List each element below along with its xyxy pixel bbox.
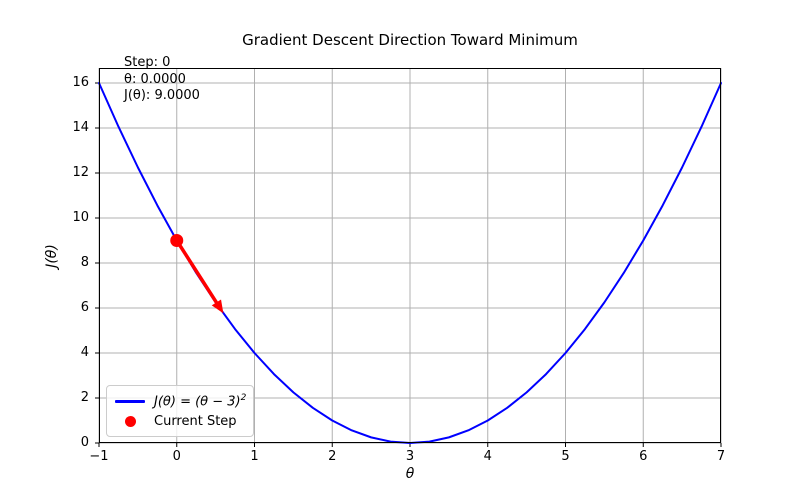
y-tick-label: 16 [72, 75, 89, 90]
y-tick-label: 4 [80, 345, 89, 360]
x-tick-label: 7 [716, 449, 726, 464]
y-tick-label: 6 [80, 300, 89, 315]
legend-label-curve: J(θ) = (θ − 3)2 [154, 393, 246, 409]
x-tick-label: 0 [172, 449, 181, 464]
x-tick-label: 1 [250, 449, 259, 464]
legend-line-swatch [115, 399, 145, 403]
x-tick-label: 5 [561, 449, 570, 464]
legend-dot-swatch [115, 416, 145, 428]
y-tick-label: 12 [72, 165, 89, 180]
step-annotation: Step: 0 θ: 0.0000 J(θ): 9.0000 [124, 55, 200, 105]
current-step-dot-icon [124, 416, 136, 428]
legend-entry-current-step: Current Step [115, 412, 245, 433]
annotation-cost-line: J(θ): 9.0000 [124, 88, 200, 103]
y-tick-label: 14 [72, 120, 89, 135]
y-tick-label: 0 [80, 435, 89, 450]
y-tick-label: 8 [80, 255, 89, 270]
legend: J(θ) = (θ − 3)2 Current Step [106, 385, 254, 437]
gradient-arrow-head [211, 299, 224, 314]
y-tick-label: 2 [80, 390, 89, 405]
x-tick-label: 6 [639, 449, 648, 464]
chart-title: Gradient Descent Direction Toward Minimu… [242, 31, 578, 49]
x-tick-label: 3 [405, 449, 415, 464]
plot-border [99, 68, 721, 443]
legend-label-curve-exponent: 2 [240, 393, 247, 404]
annotation-theta-line: θ: 0.0000 [124, 71, 186, 87]
x-tick-label: 4 [483, 449, 492, 464]
x-tick-label: −1 [89, 449, 109, 464]
curve-line-icon [115, 399, 145, 403]
legend-entry-curve: J(θ) = (θ − 3)2 [115, 391, 246, 412]
gradient-arrow-shaft [175, 239, 220, 307]
x-axis-label: θ [405, 466, 415, 482]
current-step-marker [170, 234, 184, 248]
legend-label-curve-base: J(θ) = (θ − 3) [154, 394, 241, 410]
annotation-step-line: Step: 0 [124, 55, 171, 70]
x-tick-label: 2 [328, 449, 337, 464]
legend-label-current-step: Current Step [154, 414, 237, 430]
y-tick-label: 10 [72, 210, 89, 225]
